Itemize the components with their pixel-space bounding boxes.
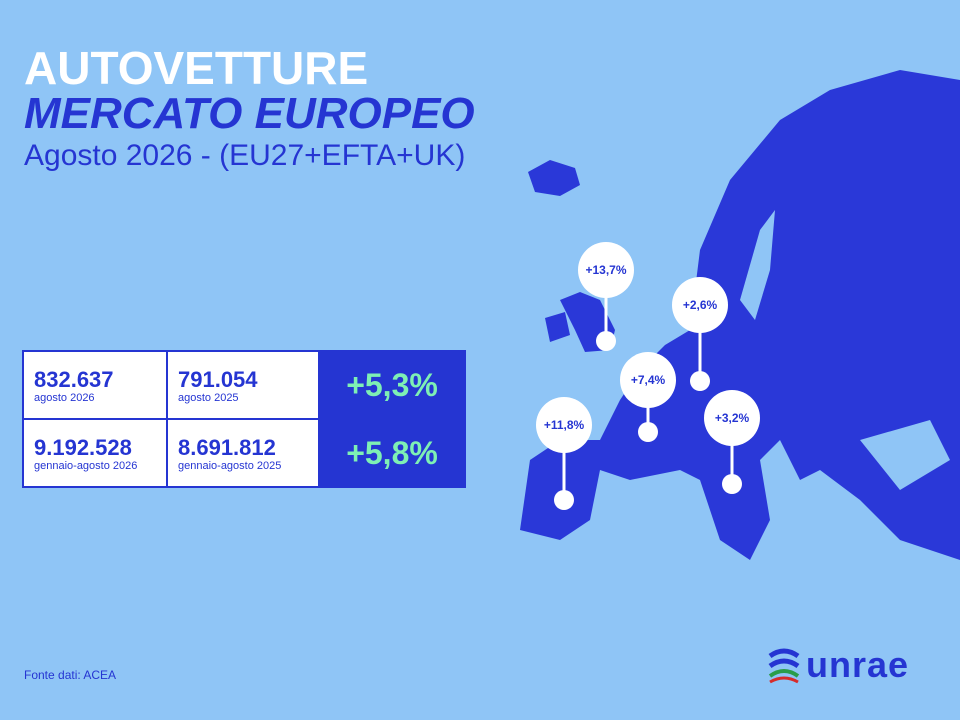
summary-table: 832.637 agosto 2026 791.054 agosto 2025 +5… bbox=[22, 350, 466, 488]
marker-bubble bbox=[672, 277, 728, 333]
cell-value: 832.637 bbox=[34, 367, 114, 392]
subtitle: MERCATO EUROPEO bbox=[24, 89, 475, 138]
title: AUTOVETTURE bbox=[24, 42, 369, 94]
marker: +11,8% bbox=[536, 397, 592, 510]
cell: 9.192.528 gennaio-agosto 2026 bbox=[22, 418, 168, 488]
continent bbox=[520, 70, 960, 560]
marker-bubble bbox=[578, 242, 634, 298]
cell-value: 791.054 bbox=[178, 367, 258, 392]
cell-label: agosto 2026 bbox=[34, 392, 95, 404]
iceland bbox=[528, 160, 580, 196]
baltic bbox=[740, 210, 775, 320]
marker-label: +3,2% bbox=[715, 411, 750, 425]
cell-label: gennaio-agosto 2026 bbox=[34, 460, 138, 472]
marker-bubble bbox=[704, 390, 760, 446]
cell-value: 8.691.812 bbox=[178, 435, 276, 460]
marker-label: +13,7% bbox=[585, 263, 626, 277]
cell-value: 9.192.528 bbox=[34, 435, 132, 460]
cell: 832.637 agosto 2026 bbox=[22, 350, 168, 420]
marker-pin bbox=[554, 490, 574, 510]
logo-mark bbox=[768, 648, 800, 684]
cell-label: gennaio-agosto 2025 bbox=[178, 460, 282, 472]
marker-label: +7,4% bbox=[631, 373, 666, 387]
period: Agosto 2026 - (EU27+EFTA+UK) bbox=[24, 139, 466, 172]
change-cell: +5,8% bbox=[318, 418, 466, 488]
ireland bbox=[545, 312, 570, 342]
marker: +7,4% bbox=[620, 352, 676, 442]
change-cell: +5,3% bbox=[318, 350, 466, 420]
marker-label: +11,8% bbox=[544, 418, 585, 432]
black-sea bbox=[860, 420, 950, 490]
marker-label: +2,6% bbox=[683, 298, 718, 312]
markers: +13,7% +2,6% +7,4% +11,8% +3,2% bbox=[536, 242, 760, 510]
marker-pin bbox=[722, 474, 742, 494]
marker: +2,6% bbox=[672, 277, 728, 391]
cell: 8.691.812 gennaio-agosto 2025 bbox=[166, 418, 320, 488]
table-row: 832.637 agosto 2026 791.054 agosto 2025 +5… bbox=[22, 350, 466, 420]
marker-bubble bbox=[536, 397, 592, 453]
cell-label: agosto 2025 bbox=[178, 392, 239, 404]
landmass bbox=[520, 70, 960, 560]
source: Fonte dati: ACEA bbox=[24, 668, 117, 682]
marker-pin bbox=[690, 371, 710, 391]
logo: unrae bbox=[806, 644, 910, 685]
marker-pin bbox=[638, 422, 658, 442]
marker-bubble bbox=[620, 352, 676, 408]
seas bbox=[740, 210, 950, 490]
marker: +3,2% bbox=[704, 390, 760, 494]
marker-pin bbox=[596, 331, 616, 351]
marker: +13,7% bbox=[578, 242, 634, 351]
cell: 791.054 agosto 2025 bbox=[166, 350, 320, 420]
table-row: 9.192.528 gennaio-agosto 2026 8.691.812 ge… bbox=[22, 418, 466, 488]
